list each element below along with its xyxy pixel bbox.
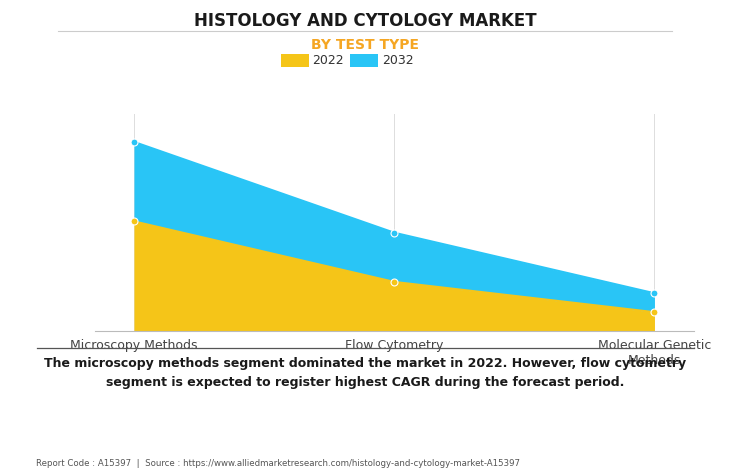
Text: Report Code : A15397  |  Source : https://www.alliedmarketresearch.com/histology: Report Code : A15397 | Source : https://… [36, 459, 520, 468]
Text: HISTOLOGY AND CYTOLOGY MARKET: HISTOLOGY AND CYTOLOGY MARKET [193, 12, 537, 30]
Text: The microscopy methods segment dominated the market in 2022. However, flow cytom: The microscopy methods segment dominated… [44, 357, 686, 389]
Text: 2032: 2032 [382, 54, 413, 67]
Text: 2022: 2022 [312, 54, 344, 67]
Text: BY TEST TYPE: BY TEST TYPE [311, 38, 419, 52]
